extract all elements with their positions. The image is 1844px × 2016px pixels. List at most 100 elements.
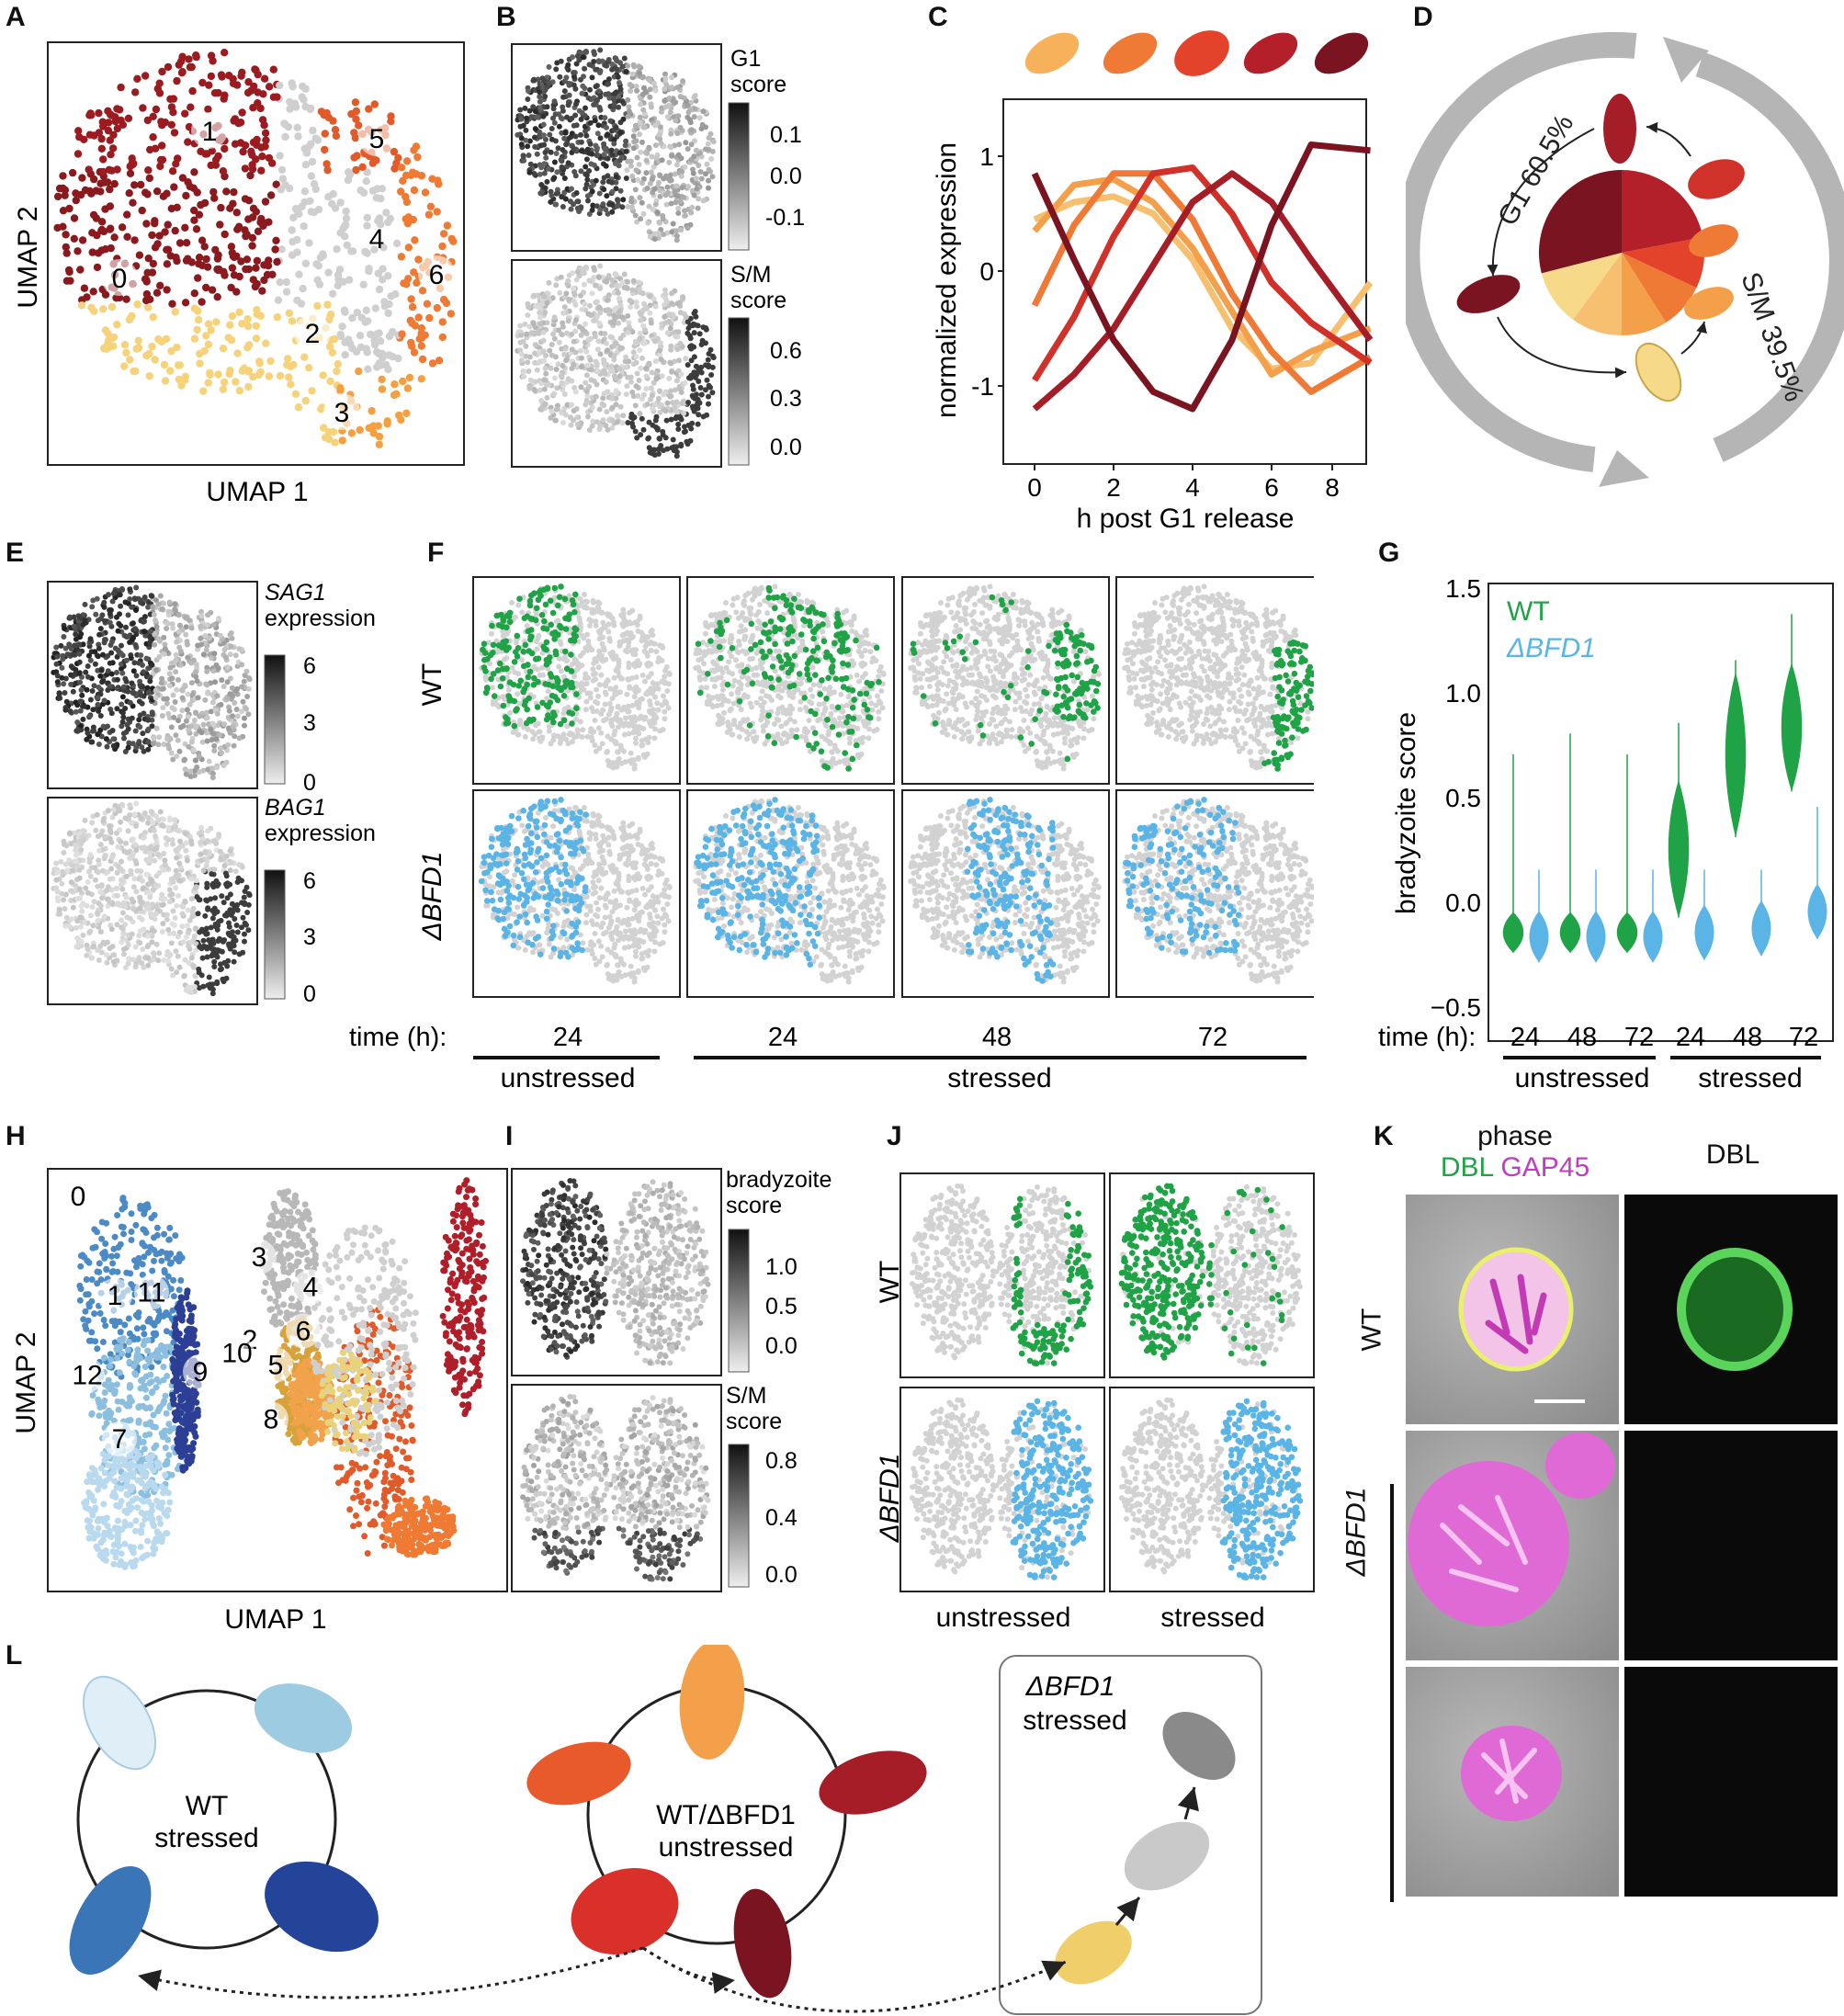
panel-label-c: C xyxy=(928,2,948,33)
panel-label-f: F xyxy=(427,538,444,569)
svg-text:2: 2 xyxy=(1106,473,1121,502)
g-ylabel: bradyzoite score xyxy=(1391,712,1421,914)
cluster-label-h: 1 xyxy=(107,1281,123,1311)
bag1-colorbar xyxy=(264,869,286,1000)
svg-text:0: 0 xyxy=(112,264,128,294)
panel-label-a: A xyxy=(6,2,26,33)
j-row-ko: ΔBFD1 xyxy=(875,1454,905,1544)
f-time-label: time (h): xyxy=(349,1023,447,1052)
cluster-label-h: 0 xyxy=(71,1182,86,1212)
svg-text:3: 3 xyxy=(303,710,316,736)
l-unstressed-1: WT/ΔBFD1 xyxy=(656,1800,796,1830)
j-umap-grid xyxy=(899,1172,1315,1592)
brady-colorbar xyxy=(728,1229,750,1373)
svg-text:6: 6 xyxy=(303,868,316,894)
panel-a-umap: 0 1 2 3 4 5 6 UMAP 1 UMAP 2 xyxy=(13,41,465,507)
cluster-label-6: 6 xyxy=(418,255,455,292)
j-row-wt: WT xyxy=(875,1261,905,1304)
cluster-label-4: 4 xyxy=(369,224,385,255)
panel-label-i: I xyxy=(505,1121,513,1152)
cluster-label-h: 8 xyxy=(264,1404,279,1434)
panel-c-line-chart: 1 0 -1 0 2 4 6 8 h post G1 release norma… xyxy=(932,30,1374,534)
l-unstressed-2: unstressed xyxy=(659,1832,794,1863)
parasite-icons-row xyxy=(1024,30,1369,76)
panel-label-e: E xyxy=(6,538,24,569)
phase-pie xyxy=(1538,169,1704,335)
panel-b-umaps: G1 score 0.1 0.0 -0.1 S/M score 0.6 0.3 … xyxy=(511,43,805,468)
panel-label-g: G xyxy=(1378,538,1399,569)
k-col1-header: phase DBL GAP45 xyxy=(1406,1121,1624,1184)
cell-icon-top xyxy=(1603,94,1636,164)
c-ytick-minus1: -1 xyxy=(971,372,994,401)
panel-l-model: WT stressed WT/ΔBFD1 unstressed ΔBFD1 st… xyxy=(69,1645,1262,2015)
k-ko-bar xyxy=(1390,1484,1394,1902)
panel-e-gene-expression: SAG1 expression 6 3 0 BAG1 expression 6 … xyxy=(47,580,376,1007)
j-col-unstressed: unstressed xyxy=(936,1603,1071,1633)
cluster-label-h: 10 xyxy=(221,1338,252,1368)
g1-score-points xyxy=(515,47,717,244)
panel-i-scores: bradyzoite score 1.0 0.5 0.0 S/M score 0… xyxy=(511,1167,831,1592)
expression-lines xyxy=(1031,142,1374,413)
svg-text:expression: expression xyxy=(265,821,376,846)
sm-score-i-points xyxy=(520,1394,711,1582)
svg-text:6: 6 xyxy=(1264,473,1279,502)
cluster-label-h: 6 xyxy=(296,1316,311,1346)
svg-text:0.1: 0.1 xyxy=(770,122,802,148)
svg-text:0: 0 xyxy=(303,981,316,1007)
k-images xyxy=(1406,1195,1838,1897)
cluster-label-0: 0 xyxy=(101,259,138,296)
g1-score-title: G1 xyxy=(730,46,761,72)
panel-j-umaps: WT ΔBFD1 unstressed stressed xyxy=(875,1172,1315,1633)
panel-label-j: J xyxy=(887,1121,902,1152)
k-row-wt: WT xyxy=(1356,1308,1387,1352)
svg-text:0: 0 xyxy=(1027,473,1042,502)
svg-text:8: 8 xyxy=(1325,473,1340,502)
svg-text:0.0: 0.0 xyxy=(770,435,802,460)
g1-colorbar xyxy=(728,102,750,251)
violins xyxy=(1502,614,1827,963)
svg-text:3: 3 xyxy=(303,924,316,950)
svg-text:2: 2 xyxy=(305,319,321,349)
sm-colorbar xyxy=(728,317,750,466)
c-ytick-0: 0 xyxy=(979,257,994,286)
g1-score-title2: score xyxy=(730,72,786,97)
f-row-ko: ΔBFD1 xyxy=(417,852,447,942)
panel-label-l: L xyxy=(6,1640,22,1671)
panel-k-micrographs: phase DBL GAP45 DBL WT ΔBFD1 xyxy=(1341,1121,1844,1911)
panel-f-timecourse: WT ΔBFD1 time (h): 24 24 48 72 unstresse… xyxy=(349,576,1314,1093)
umap-h-ylabel: UMAP 2 xyxy=(11,1331,41,1433)
cluster-label-h: 4 xyxy=(303,1272,319,1302)
sm-score-title: S/M xyxy=(730,262,771,288)
svg-text:score: score xyxy=(730,288,786,313)
g-legend-ko: ΔBFD1 xyxy=(1506,633,1596,663)
cluster-label-h: 3 xyxy=(252,1242,267,1273)
f-umap-grid xyxy=(472,576,1314,998)
l-ko-1: ΔBFD1 xyxy=(1025,1671,1115,1702)
g-stressed: stressed xyxy=(1698,1063,1802,1093)
svg-text:0.0: 0.0 xyxy=(770,164,802,189)
g-legend-wt: WT xyxy=(1507,596,1550,627)
panel-d-cell-cycle: G1 60.5% S/M 39.5% xyxy=(1406,31,1844,487)
sag1-colorbar xyxy=(264,654,286,785)
sag1-label: SAG1 xyxy=(265,580,326,606)
svg-text:0: 0 xyxy=(303,770,316,796)
c-xlabel: h post G1 release xyxy=(1077,504,1295,534)
l-ko-2: stressed xyxy=(1023,1705,1126,1736)
brady-score-points xyxy=(520,1178,711,1366)
umap-a-xlabel: UMAP 1 xyxy=(206,477,308,507)
svg-text:-0.1: -0.1 xyxy=(765,205,805,231)
f-unstressed: unstressed xyxy=(501,1063,636,1093)
svg-text:6: 6 xyxy=(303,653,316,679)
svg-text:0.6: 0.6 xyxy=(770,338,802,364)
sag1-points xyxy=(51,584,253,781)
cluster-label-h: 5 xyxy=(268,1351,284,1381)
cluster-label-1: 1 xyxy=(191,112,228,149)
umap-h-points xyxy=(76,1177,489,1570)
brady-score-title: bradyzoite xyxy=(726,1167,831,1193)
svg-text:0.3: 0.3 xyxy=(770,386,802,412)
panel-label-h: H xyxy=(6,1121,26,1152)
panel-label-d: D xyxy=(1413,2,1433,33)
cluster-label-h: 9 xyxy=(193,1357,209,1387)
bag1-points xyxy=(51,800,253,997)
